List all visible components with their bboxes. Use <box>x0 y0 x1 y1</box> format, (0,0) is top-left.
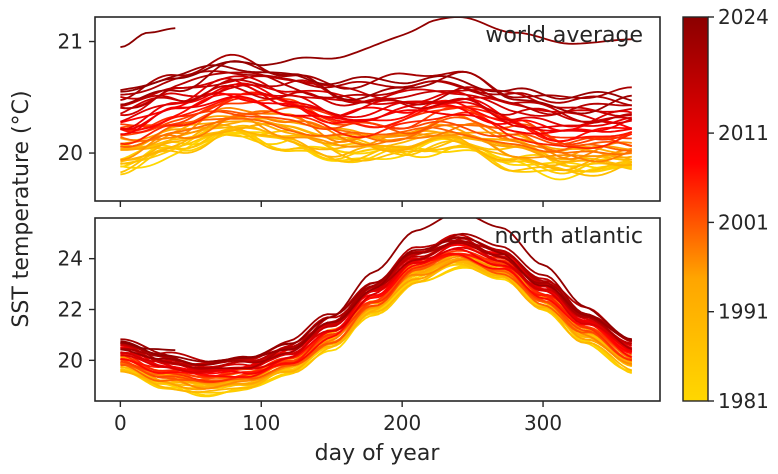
x-tick-label: 100 <box>242 411 280 435</box>
top-panel-lines <box>120 17 633 181</box>
series-line-1999 <box>120 110 633 156</box>
x-tick-label: 200 <box>383 411 421 435</box>
y-tick-label: 20 <box>58 141 83 165</box>
bottom-panel-yticks: 20 22 24 <box>58 247 95 372</box>
series-line-2023 <box>120 218 633 363</box>
series-line-2013 <box>120 241 633 374</box>
colorbar-tick-label: 2001 <box>718 210 769 234</box>
series-line-2018 <box>120 71 632 116</box>
bottom-panel-annotation: north atlantic <box>495 224 644 249</box>
series-line-2017 <box>120 78 632 124</box>
series-line-2011 <box>120 83 632 131</box>
colorbar-ticks: 1981 1991 2001 2011 2024 <box>708 5 769 413</box>
series-line-2024 <box>120 341 176 352</box>
bottom-panel-lines <box>120 218 633 398</box>
series-line-2022 <box>120 64 633 102</box>
x-axis-label: day of year <box>315 441 441 466</box>
series-line-2021 <box>120 60 632 115</box>
series-line-2006 <box>120 91 633 143</box>
colorbar-tick-label: 2011 <box>718 121 769 145</box>
series-line-2010 <box>120 82 633 133</box>
colorbar-gradient <box>682 16 709 402</box>
colorbar-tick-label: 1981 <box>718 389 769 413</box>
colorbar-tick-label: 2024 <box>718 5 769 29</box>
series-line-2019 <box>120 70 632 107</box>
series-line-2022 <box>120 236 632 367</box>
top-panel-frame <box>94 16 661 202</box>
bottom-panel: north atlantic 20 22 24 0 100 200 300 <box>58 217 661 435</box>
x-tick-label: 300 <box>524 411 562 435</box>
y-axis-label: SST temperature (°C) <box>9 90 34 327</box>
bottom-panel-xticks: 0 100 200 300 <box>114 401 562 435</box>
series-line-2024 <box>120 27 176 48</box>
x-tick-label: 0 <box>114 411 127 435</box>
top-panel-annotation: world average <box>485 23 643 48</box>
series-line-2007 <box>120 252 633 378</box>
y-tick-label: 24 <box>58 247 83 271</box>
series-line-2004 <box>120 252 632 383</box>
series-line-2023 <box>120 17 632 93</box>
series-line-1996 <box>120 115 632 161</box>
y-tick-label: 22 <box>58 298 83 322</box>
colorbar-tick-label: 1991 <box>718 300 769 324</box>
colorbar: 1981 1991 2001 2011 2024 <box>682 5 769 413</box>
series-line-2002 <box>120 252 632 384</box>
series-line-1987 <box>120 128 632 174</box>
y-tick-label: 20 <box>58 348 83 372</box>
y-tick-label: 21 <box>58 30 83 54</box>
top-panel-xticks <box>119 201 544 207</box>
series-line-2006 <box>120 253 633 378</box>
series-line-2005 <box>120 97 633 150</box>
series-line-1992 <box>120 258 632 388</box>
series-line-2014 <box>120 242 632 368</box>
series-line-2007 <box>120 93 632 143</box>
